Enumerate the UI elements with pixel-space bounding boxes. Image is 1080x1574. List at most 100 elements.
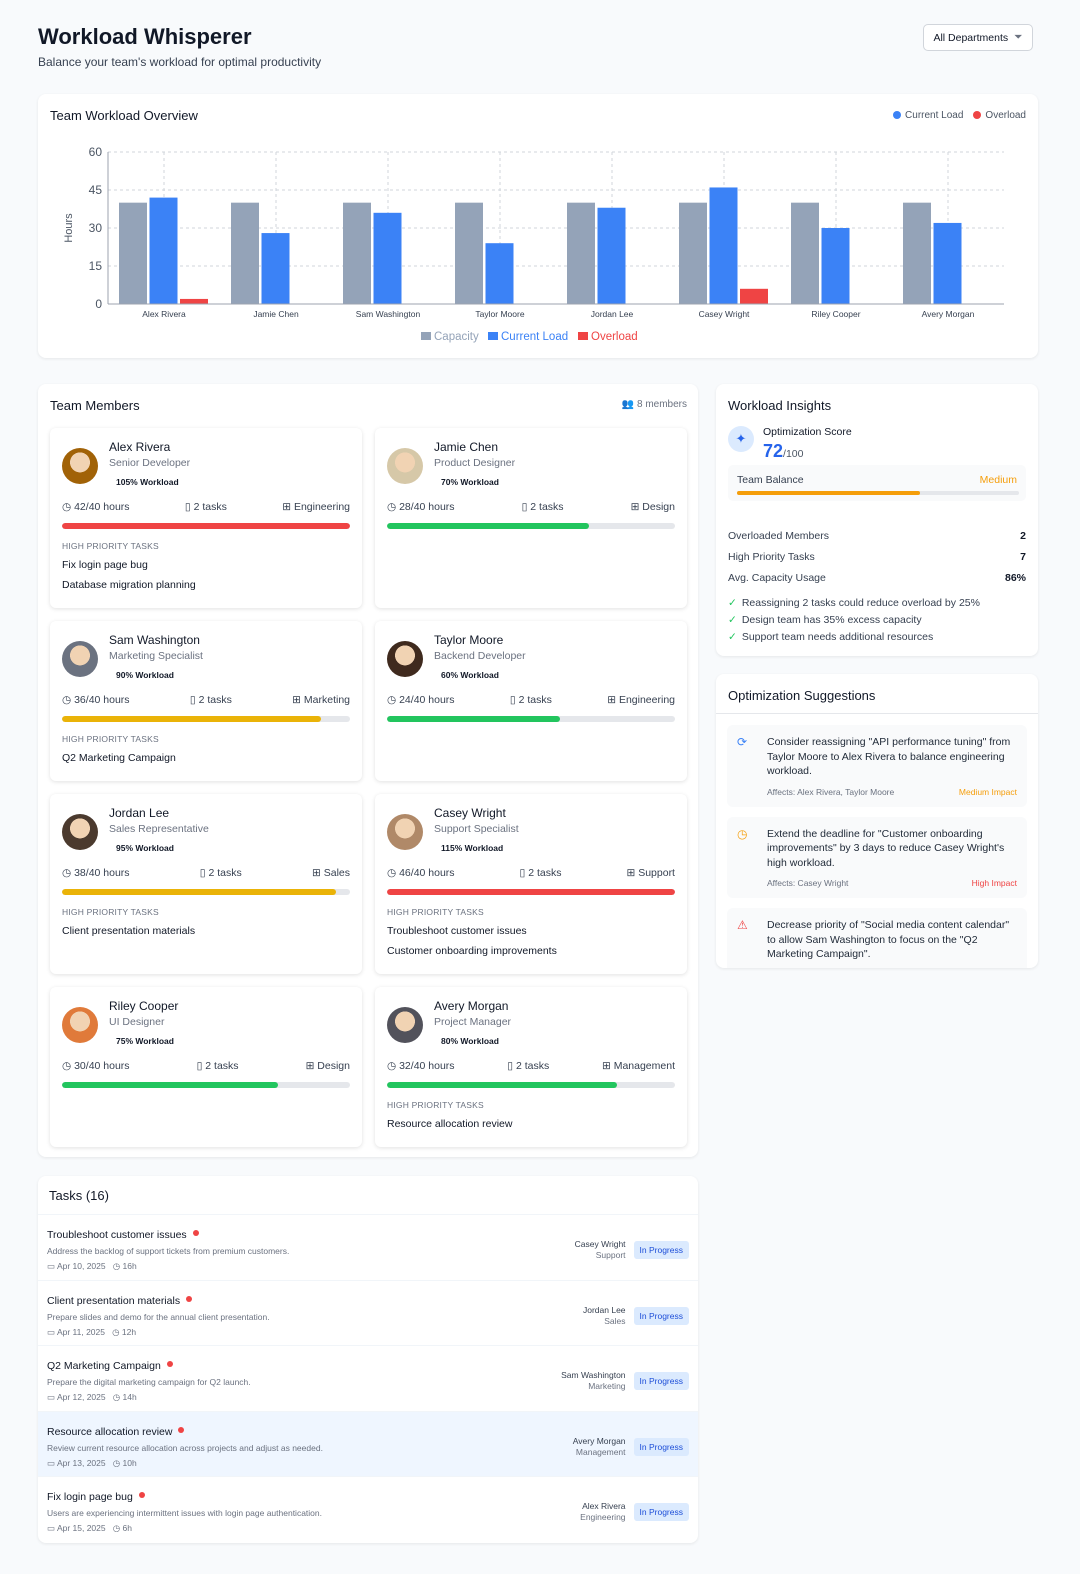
suggestion-item[interactable]: ◷ Extend the deadline for "Customer onboa… [727, 816, 1027, 898]
insight-checks: ✓ Reassigning 2 tasks could reduce overlo… [728, 597, 1026, 648]
insight-stats: Overloaded Members 2 High Priority Tasks 7 A… [728, 530, 1026, 593]
hours-stat: ◷ 42/40 hours [62, 501, 130, 513]
department-stat: ⊞ Engineering [282, 501, 350, 513]
member-card[interactable]: Sam Washington Marketing Specialist 90% … [50, 621, 362, 781]
member-role: Project Manager [434, 1016, 512, 1028]
task-description: Prepare slides and demo for the annual c… [47, 1311, 270, 1322]
status-badge[interactable]: In Progress [633, 1306, 689, 1325]
clock-icon: ◷ [112, 1457, 121, 1468]
workload-insights-card: Workload Insights ✦ Optimization Score 7… [716, 384, 1038, 656]
task-row[interactable]: Troubleshoot customer issues Address the… [38, 1214, 698, 1280]
bar-current-load [485, 243, 514, 304]
insight-stat-row: High Priority Tasks 7 [728, 551, 1026, 563]
member-name: Alex Rivera [109, 440, 171, 454]
priority-dot [138, 1492, 145, 1498]
tasks-stat: ▯ 2 tasks [521, 501, 564, 513]
hours-stat: ◷ 36/40 hours [62, 694, 130, 706]
optimization-score: 72/100 [763, 441, 804, 461]
clipboard-icon: ▯ [507, 1060, 514, 1072]
high-priority-task[interactable]: Resource allocation review [387, 1118, 513, 1130]
status-badge[interactable]: In Progress [633, 1372, 689, 1390]
clock-icon: ◷ [112, 1261, 121, 1271]
suggestion-item[interactable]: ⟳ Consider reassigning "API performance t… [727, 725, 1027, 807]
high-priority-task[interactable]: Client presentation materials [62, 925, 196, 937]
high-priority-task[interactable]: Troubleshoot customer issues [387, 925, 527, 937]
status-badge[interactable]: In Progress [633, 1503, 689, 1521]
high-priority-task[interactable]: Fix login page bug [62, 559, 148, 571]
suggestion-list: ⟳ Consider reassigning "API performance t… [716, 725, 1038, 968]
member-role: Support Specialist [434, 823, 519, 835]
member-name: Riley Cooper [109, 999, 179, 1013]
member-card[interactable]: Taylor Moore Backend Developer 60% Workl… [375, 621, 687, 781]
task-hours: 6h [122, 1523, 132, 1533]
bar-capacity [455, 202, 483, 304]
page-title: Workload Whisperer [38, 24, 252, 49]
clipboard-icon: ▯ [199, 867, 206, 879]
suggestion-item[interactable]: ⚠ Decrease priority of "Social media cont… [727, 908, 1027, 968]
department-stat: ⊞ Design [630, 501, 675, 513]
high-priority-label: HIGH PRIORITY TASKS [387, 907, 484, 917]
member-card[interactable]: Jordan Lee Sales Representative 95% Work… [50, 794, 362, 974]
member-card[interactable]: Casey Wright Support Specialist 115% Wor… [375, 794, 687, 974]
task-hours: 12h [121, 1326, 137, 1337]
clock-icon: ◷ [387, 501, 397, 513]
legend-label: Capacity [434, 331, 479, 343]
insight-check: ✓ Reassigning 2 tasks could reduce overlo… [728, 597, 980, 609]
high-priority-task[interactable]: Customer onboarding improvements [387, 945, 557, 957]
high-priority-task[interactable]: Q2 Marketing Campaign [62, 752, 176, 764]
clipboard-icon: ▯ [196, 1060, 203, 1072]
clock-icon: ◷ [112, 1392, 121, 1402]
calendar-icon: ▭ [47, 1326, 56, 1337]
high-priority-task[interactable]: Database migration planning [62, 579, 196, 591]
filter-label: All Departments [933, 31, 1009, 44]
task-row[interactable]: Resource allocation review Review curren… [38, 1410, 698, 1476]
workload-badge: 70% Workload [441, 477, 499, 487]
team-members-card: Team Members 👥 8 members Alex Rivera Sen… [38, 384, 698, 1157]
calendar-icon: ▭ [47, 1457, 56, 1468]
department-filter[interactable]: All Departments ⏷ [923, 24, 1033, 51]
member-name: Jamie Chen [434, 440, 499, 454]
priority-dot [192, 1230, 199, 1236]
legend-label: Overload [591, 331, 638, 343]
team-balance: Team Balance Medium [728, 465, 1026, 501]
insight-check: ✓ Support team needs additional resources [728, 631, 934, 643]
clock-icon: ◷ [62, 867, 72, 879]
y-tick-label: 0 [95, 297, 102, 311]
member-card[interactable]: Alex Rivera Senior Developer 105% Worklo… [50, 428, 362, 608]
building-icon: ⊞ [630, 501, 640, 513]
department-stat: ⊞ Management [601, 1060, 675, 1072]
department-stat: ⊞ Design [305, 1060, 350, 1072]
task-row[interactable]: Q2 Marketing Campaign Prepare the digita… [38, 1345, 698, 1411]
hours-stat: ◷ 38/40 hours [62, 867, 130, 879]
x-tick-label: Sam Washington [356, 309, 421, 319]
x-tick-label: Alex Rivera [142, 309, 186, 319]
avatar [387, 1007, 423, 1043]
workload-badge: 80% Workload [441, 1036, 499, 1046]
status-badge[interactable]: In Progress [633, 1437, 689, 1456]
legend-swatch [488, 332, 498, 340]
task-assignee: Jordan Lee [582, 1304, 626, 1315]
suggestion-affects: Affects: Casey Wright [767, 878, 849, 888]
status-badge[interactable]: In Progress [633, 1241, 689, 1259]
task-assignee: Sam Washington [561, 1370, 626, 1380]
task-date: Apr 15, 2025 [56, 1523, 106, 1533]
member-name: Jordan Lee [109, 806, 170, 820]
department-stat: ⊞ Engineering [607, 694, 675, 706]
member-card[interactable]: Avery Morgan Project Manager 80% Workloa… [375, 987, 687, 1147]
task-description: Prepare the digital marketing campaign f… [47, 1377, 251, 1387]
member-role: Backend Developer [434, 650, 526, 662]
refresh-icon: ⟳ [737, 735, 748, 749]
bar-current-load [933, 222, 962, 304]
bar-capacity [791, 202, 819, 304]
hours-stat: ◷ 32/40 hours [387, 1060, 455, 1072]
building-icon: ⊞ [312, 867, 321, 879]
tasks-stat: ▯ 2 tasks [189, 694, 232, 706]
clock-icon: ◷ [62, 694, 72, 706]
task-row[interactable]: Client presentation materials Prepare sl… [38, 1279, 698, 1346]
department-stat: ⊞ Support [626, 867, 675, 879]
x-tick-label: Casey Wright [699, 309, 750, 319]
task-row[interactable]: Fix login page bug Users are experiencin… [38, 1476, 698, 1542]
member-card[interactable]: Jamie Chen Product Designer 70% Workload… [375, 428, 687, 608]
task-hours: 14h [122, 1392, 137, 1402]
member-card[interactable]: Riley Cooper UI Designer 75% Workload ◷ … [50, 987, 362, 1147]
